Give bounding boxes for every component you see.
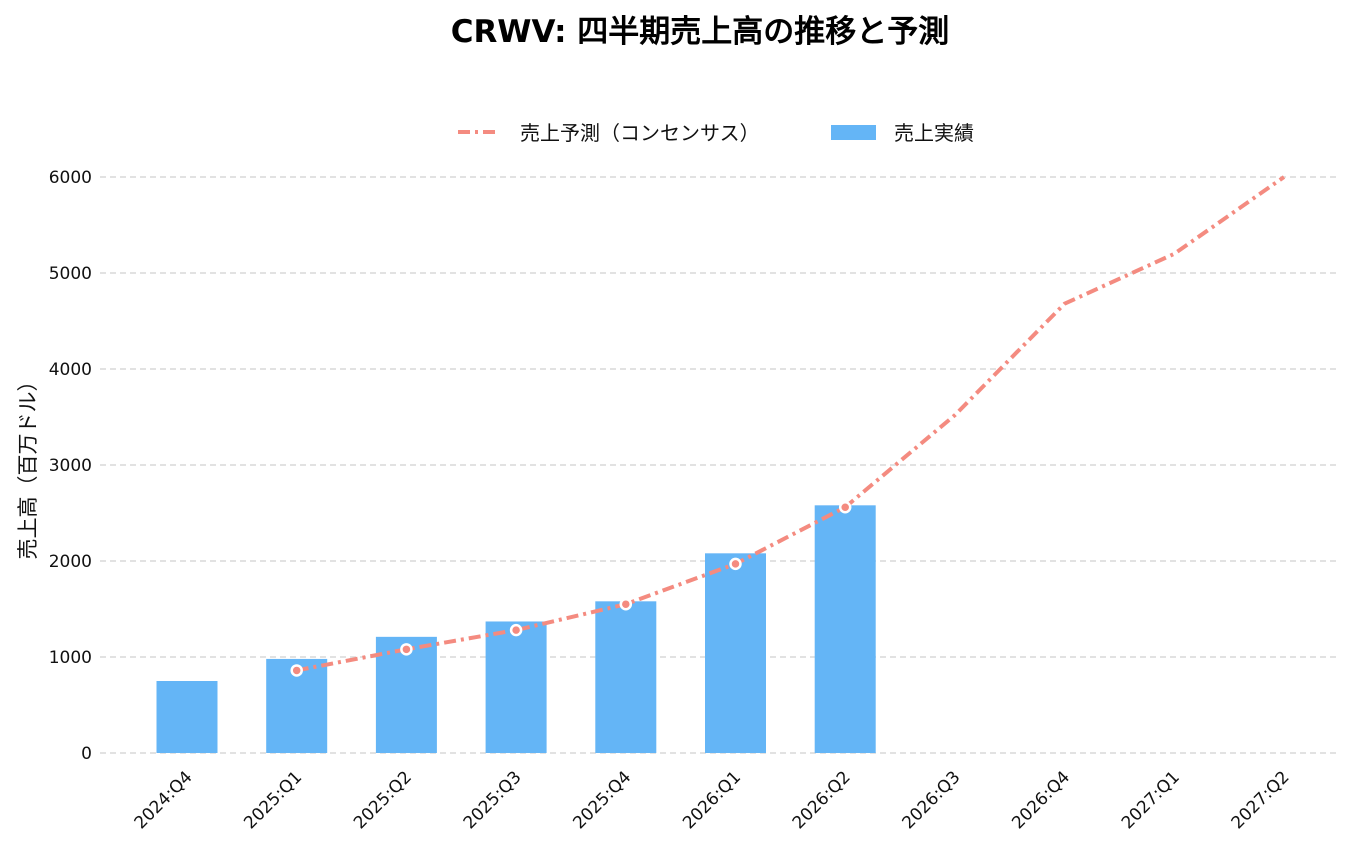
x-tick-label: 2024:Q4 bbox=[131, 767, 197, 833]
legend-forecast-label: 売上予測（コンセンサス） bbox=[520, 121, 760, 145]
forecast-markers bbox=[290, 500, 852, 677]
x-axis-ticks: 2024:Q4 2025:Q1 2025:Q2 2025:Q3 2025:Q4 2026:… bbox=[131, 767, 1294, 833]
bars bbox=[156, 505, 876, 753]
y-tick-label: 5000 bbox=[49, 264, 92, 284]
bar bbox=[814, 505, 876, 753]
legend: 売上予測（コンセンサス） 売上実績 bbox=[458, 121, 974, 145]
forecast-marker bbox=[509, 623, 523, 637]
x-tick-label: 2027:Q1 bbox=[1118, 767, 1184, 833]
x-tick-label: 2026:Q1 bbox=[679, 767, 745, 833]
legend-actual-label: 売上実績 bbox=[894, 121, 974, 145]
forecast-marker bbox=[729, 557, 742, 571]
forecast-marker bbox=[290, 664, 303, 677]
y-tick-label: 6000 bbox=[49, 168, 92, 188]
x-tick-label: 2025:Q2 bbox=[350, 767, 416, 833]
x-tick-label: 2026:Q4 bbox=[1008, 767, 1074, 833]
x-tick-label: 2027:Q2 bbox=[1228, 767, 1294, 833]
y-tick-label: 4000 bbox=[49, 360, 92, 380]
legend-actual-swatch bbox=[831, 125, 876, 140]
x-tick-label: 2026:Q2 bbox=[789, 767, 855, 833]
x-tick-label: 2025:Q1 bbox=[240, 767, 306, 833]
y-axis-label: 売上高（百万ドル） bbox=[16, 371, 40, 560]
bar bbox=[485, 621, 547, 753]
forecast-marker bbox=[619, 597, 633, 611]
y-tick-label: 0 bbox=[81, 744, 92, 764]
forecast-line-path bbox=[296, 175, 1286, 673]
x-tick-label: 2026:Q3 bbox=[899, 767, 965, 833]
bar bbox=[375, 636, 437, 753]
bar bbox=[595, 601, 657, 753]
forecast-line bbox=[296, 175, 1286, 673]
y-tick-label: 2000 bbox=[49, 552, 92, 572]
y-axis-ticks: 0 1000 2000 3000 4000 5000 6000 bbox=[49, 168, 92, 764]
x-tick-label: 2025:Q3 bbox=[460, 767, 526, 833]
bar bbox=[156, 681, 218, 753]
bar bbox=[705, 553, 766, 753]
chart-title: CRWV: 四半期売上高の推移と予測 bbox=[451, 14, 950, 50]
forecast-marker bbox=[838, 500, 852, 514]
y-tick-label: 3000 bbox=[49, 456, 92, 476]
y-tick-label: 1000 bbox=[49, 648, 92, 668]
x-tick-label: 2025:Q4 bbox=[569, 767, 635, 833]
forecast-marker bbox=[400, 643, 413, 656]
